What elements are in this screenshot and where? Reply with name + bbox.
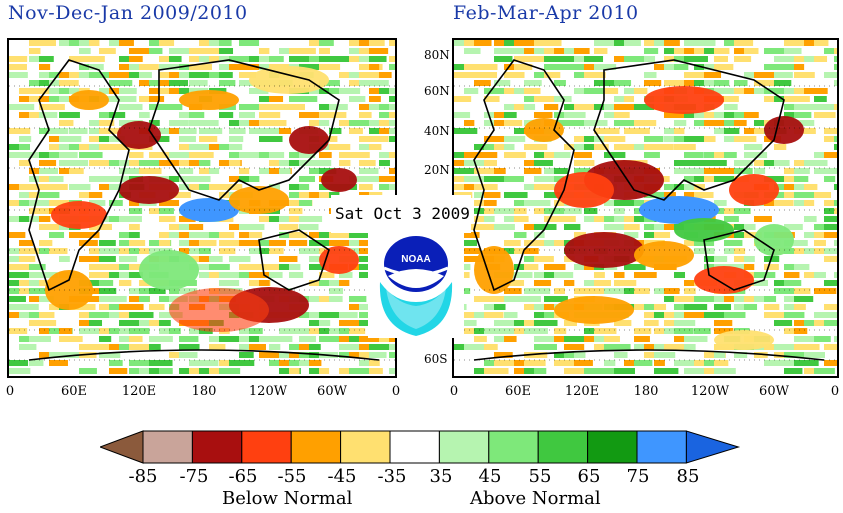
- legend-swatch: [685, 430, 741, 464]
- right-lon-label: 180: [633, 384, 659, 399]
- left-map-panel: [7, 38, 397, 378]
- right-lon-label: 0: [449, 384, 459, 399]
- legend-tick: 85: [676, 466, 700, 487]
- legend-tick: 65: [577, 466, 601, 487]
- right-lon-label: 120W: [690, 384, 730, 399]
- left-lon-label: 180: [191, 384, 217, 399]
- left-lon-label: 0: [391, 384, 401, 399]
- right-lon-label: 60W: [759, 384, 789, 399]
- lat-label-40n: 40N: [424, 124, 450, 138]
- legend-swatch: [191, 430, 243, 464]
- legend-swatch: [389, 430, 440, 464]
- right-lon-label: 120E: [564, 384, 600, 399]
- legend-tick: 75: [626, 466, 650, 487]
- legend-swatch: [142, 430, 193, 464]
- legend-tick: 35: [429, 466, 453, 487]
- lat-label-60n: 60N: [424, 84, 450, 98]
- right-panel-title: Feb-Mar-Apr 2010: [453, 2, 639, 24]
- above-normal-label: Above Normal: [470, 488, 601, 509]
- legend-tick: -85: [128, 466, 158, 487]
- right-lon-label: 0: [830, 384, 840, 399]
- legend-tick: 45: [478, 466, 502, 487]
- legend-color-bar: [100, 430, 741, 464]
- below-normal-label: Below Normal: [222, 488, 353, 509]
- legend-swatch: [636, 430, 687, 464]
- legend-swatch: [438, 430, 490, 464]
- legend-swatch: [241, 430, 292, 464]
- legend-swatch: [537, 430, 589, 464]
- svg-text:NOAA: NOAA: [401, 254, 430, 265]
- lat-label-20n: 20N: [424, 163, 450, 177]
- left-lon-label: 60E: [60, 384, 88, 399]
- legend-tick: 55: [528, 466, 552, 487]
- lat-label-80n: 80N: [424, 48, 450, 62]
- legend-swatch: [290, 430, 342, 464]
- legend-swatch: [587, 430, 638, 464]
- legend-swatch: [340, 430, 391, 464]
- left-panel-title: Nov-Dec-Jan 2009/2010: [8, 2, 248, 24]
- date-stamp: Sat Oct 3 2009: [331, 195, 471, 233]
- left-lon-label: 0: [5, 384, 15, 399]
- left-lon-label: 120W: [248, 384, 288, 399]
- legend-tick: -65: [228, 466, 258, 487]
- lat-label-60s: 60S: [424, 352, 448, 366]
- date-stamp-text: Sat Oct 3 2009: [335, 204, 470, 223]
- legend-tick: -75: [179, 466, 209, 487]
- left-lon-label: 120E: [121, 384, 157, 399]
- right-lon-label: 60E: [504, 384, 532, 399]
- legend-tick: -45: [327, 466, 357, 487]
- left-lon-label: 60W: [317, 384, 347, 399]
- right-map-panel: [452, 38, 839, 378]
- legend-swatch: [100, 430, 144, 464]
- legend-tick: -55: [277, 466, 307, 487]
- legend-swatch: [488, 430, 539, 464]
- noaa-logo-icon: NOAA: [368, 232, 464, 338]
- legend-tick: -35: [377, 466, 407, 487]
